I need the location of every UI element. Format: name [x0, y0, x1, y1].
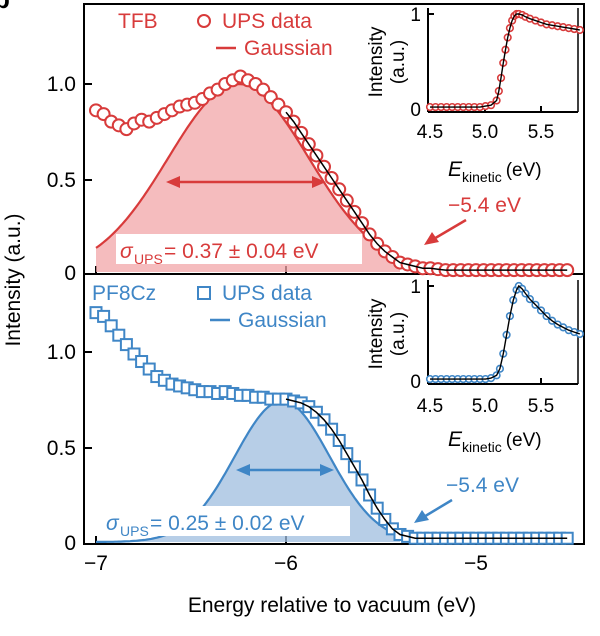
top-inset-fit — [430, 13, 580, 108]
bottom-inset-xtick-50: 5.0 — [472, 396, 498, 417]
bottom-data-point — [135, 355, 149, 369]
panel-label: b — [0, 0, 10, 14]
svg-text:σ: σ — [106, 512, 120, 535]
top-inset-xtick-50: 5.0 — [472, 122, 498, 143]
bottom-onset-label: −5.4 eV — [446, 474, 519, 497]
bottom-inset-xtick-55: 5.5 — [528, 396, 554, 417]
top-inset-xlabel-sub: kinetic — [462, 169, 502, 185]
top-inset-xlabel-E: E — [448, 158, 463, 181]
bottom-inset-xlabel-sub: kinetic — [462, 439, 502, 455]
bottom-ytick-05: 0.5 — [47, 437, 76, 460]
top-material-label: TFB — [118, 10, 158, 33]
top-gaussian-area — [96, 84, 400, 272]
bottom-data-point — [97, 309, 111, 323]
bottom-sigma-value: = 0.25 ± 0.02 eV — [150, 512, 305, 535]
top-fwhm-arrow — [166, 176, 326, 188]
top-legend-fit: Gaussian — [244, 37, 333, 60]
bottom-material-label: PF8Cz — [92, 282, 156, 305]
top-inset-data — [425, 9, 584, 112]
svg-text:UPS: UPS — [120, 523, 149, 539]
top-ups-points — [89, 69, 575, 278]
xtick-minus6: −6 — [274, 552, 298, 575]
bottom-inset-xtick-45: 4.5 — [417, 396, 443, 417]
top-ytick-05: 0.5 — [47, 169, 76, 192]
xtick-minus5: −5 — [464, 552, 488, 575]
bottom-inset-ytick-1: 1 — [410, 277, 421, 298]
bottom-fit-line — [285, 398, 568, 539]
bottom-gaussian-line — [96, 399, 401, 543]
bottom-data-point — [127, 347, 141, 361]
bottom-data-point — [104, 319, 118, 333]
top-inset-ytick-0: 0 — [410, 100, 421, 121]
top-inset-ytick-1: 1 — [410, 5, 421, 26]
bottom-legend-fit: Gaussian — [238, 309, 327, 332]
bottom-inset-point — [575, 329, 584, 339]
bottom-data-point — [119, 338, 133, 352]
top-fit-line — [285, 111, 568, 271]
bottom-fwhm-arrow — [236, 464, 334, 476]
top-legend-data: UPS data — [222, 10, 312, 33]
bottom-inset-xlabel-unit: (eV) — [506, 430, 542, 451]
top-sigma-box: σ UPS = 0.37 ± 0.04 eV — [116, 234, 362, 267]
bottom-sigma-symbol: σ — [106, 512, 120, 535]
top-y-ticks: 1.0 0.5 0 — [47, 73, 92, 285]
top-inset-xtick-55: 5.5 — [528, 122, 554, 143]
bottom-data-point — [112, 328, 126, 342]
svg-text:Ekinetic(eV): Ekinetic (eV) — [448, 428, 542, 455]
bottom-sigma-box: σ UPS = 0.25 ± 0.02 eV — [102, 506, 350, 539]
svg-text:σ: σ — [120, 240, 134, 263]
bottom-ups-points — [89, 306, 574, 545]
top-sigma-symbol: σ — [120, 240, 134, 263]
top-inset: 1 0 4.5 5.0 5.5 Intensity (a.u.) Ekineti… — [366, 5, 584, 185]
svg-text:UPS: UPS — [134, 251, 163, 267]
bottom-inset-xlabel-E: E — [448, 428, 463, 451]
top-inset-xlabel-unit: (eV) — [506, 160, 542, 181]
bottom-inset-fit — [430, 284, 581, 380]
top-inset-xtick-45: 4.5 — [417, 122, 443, 143]
top-sigma-value: = 0.37 ± 0.04 eV — [164, 240, 319, 263]
bottom-inset-ytick-0: 0 — [410, 372, 421, 393]
bottom-sigma-sub: UPS — [120, 523, 149, 539]
bottom-ytick-1: 1.0 — [47, 341, 76, 364]
top-ytick-0: 0 — [64, 262, 76, 285]
top-onset-arrow — [424, 218, 467, 245]
top-onset-label: −5.4 eV — [448, 194, 521, 217]
bottom-inset-ylabel-2: (a.u.) — [388, 312, 409, 356]
top-sigma-sub: UPS — [134, 251, 163, 267]
top-inset-ylabel-2: (a.u.) — [388, 40, 409, 84]
top-ytick-1: 1.0 — [47, 73, 76, 96]
top-legend-circle-icon — [197, 14, 211, 28]
y-axis-label: Intensity (a.u.) — [2, 213, 25, 346]
bottom-data-point — [142, 362, 156, 376]
bottom-legend-square-icon — [197, 286, 211, 300]
bottom-y-ticks: 1.0 0.5 0 — [47, 341, 92, 555]
xtick-minus7: −7 — [84, 552, 108, 575]
top-inset-ylabel-1: Intensity — [366, 26, 387, 97]
x-axis-label: Energy relative to vacuum (eV) — [188, 594, 476, 617]
bottom-legend-data: UPS data — [222, 282, 312, 305]
bottom-panel-frame — [83, 273, 585, 545]
svg-text:Ekinetic(eV): Ekinetic (eV) — [448, 158, 542, 185]
bottom-inset: 1 0 4.5 5.0 5.5 Intensity (a.u.) Ekineti… — [366, 277, 584, 455]
bottom-inset-ylabel-1: Intensity — [366, 298, 387, 369]
bottom-onset-arrow — [414, 498, 453, 523]
bottom-ytick-0: 0 — [64, 532, 76, 555]
bottom-inset-data — [425, 281, 584, 384]
